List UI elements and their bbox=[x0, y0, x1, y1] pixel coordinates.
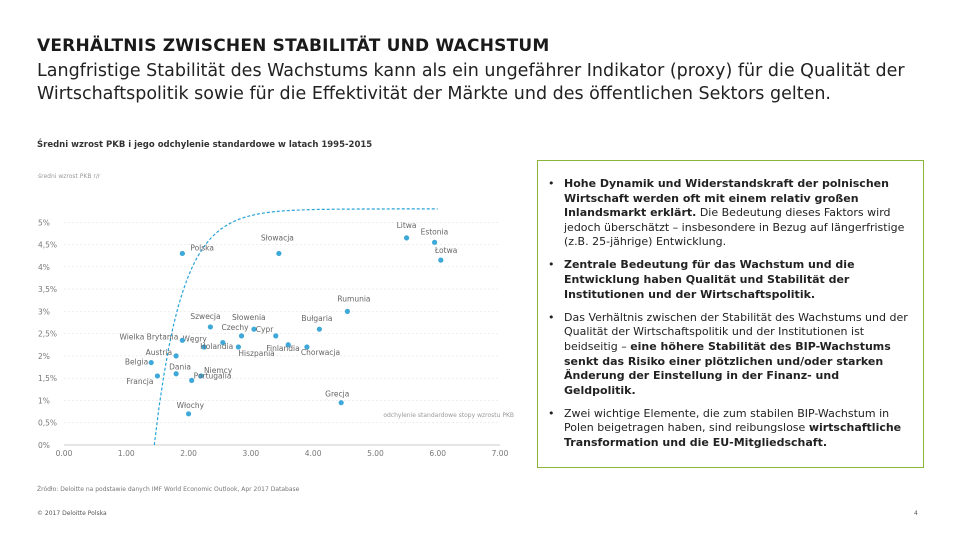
data-point bbox=[185, 411, 192, 417]
data-point bbox=[148, 359, 154, 366]
x-tick-label: 2.00 bbox=[180, 449, 197, 458]
copyright: © 2017 Deloitte Polska bbox=[37, 510, 107, 517]
key-point-emphasis: eine höhere Stabilität des BIP-Wachstums… bbox=[564, 339, 891, 397]
point-label: Finlandia bbox=[266, 344, 299, 353]
y-tick-label: 1,5% bbox=[38, 374, 57, 383]
point-label: Chorwacja bbox=[301, 348, 340, 357]
y-tick-label: 2% bbox=[38, 352, 50, 361]
x-tick-label: 1.00 bbox=[118, 449, 135, 458]
data-point bbox=[316, 326, 322, 332]
data-point bbox=[179, 250, 185, 257]
key-point-text: Die Bedeutung dieses Faktors wird jedoch… bbox=[564, 206, 905, 249]
scatter-chart: 0% 0,5% 1% 1,5% 2% 2,5% 3% 3,5% 4% 4,5% 5% 0.00 1.00… bbox=[38, 173, 514, 458]
data-point bbox=[438, 257, 444, 263]
slide-title: VERHÄLTNIS ZWISCHEN STABILITÄT UND WACHS… bbox=[37, 36, 550, 56]
point-label: Słowacja bbox=[261, 233, 294, 242]
point-label: Cypr bbox=[256, 325, 274, 334]
point-label: Hiszpania bbox=[238, 349, 274, 358]
point-label: Holandia bbox=[200, 342, 233, 351]
key-point-text: Zwei wichtige Elemente, die zum stabilen… bbox=[564, 406, 890, 435]
y-tick-label: 0% bbox=[38, 441, 50, 450]
point-label: Wielka Brytania bbox=[119, 332, 178, 341]
data-point bbox=[220, 339, 226, 346]
point-label: Niemcy bbox=[204, 366, 233, 375]
y-tick-label: 3,5% bbox=[38, 285, 57, 294]
point-label: Grecja bbox=[325, 390, 349, 399]
data-point bbox=[179, 337, 185, 343]
y-axis-label: średni wzrost PKB r/r bbox=[38, 173, 101, 180]
y-tick-label: 4,5% bbox=[38, 241, 57, 250]
data-point bbox=[235, 344, 241, 350]
key-point-text: Das Verhältnis zwischen der Stabilität d… bbox=[564, 310, 908, 353]
data-point bbox=[189, 377, 195, 384]
trend-curve bbox=[153, 208, 438, 446]
x-tick-label: 5.00 bbox=[367, 449, 384, 458]
point-label: Węgry bbox=[183, 335, 208, 344]
data-point bbox=[304, 344, 310, 350]
point-label: Belgia bbox=[125, 358, 148, 367]
data-point bbox=[273, 333, 279, 339]
y-tick-label: 0,5% bbox=[38, 419, 57, 428]
data-point bbox=[198, 373, 204, 379]
x-axis-label: odchylenie standardowe stopy wzrostu PKB bbox=[383, 412, 514, 419]
data-point bbox=[276, 250, 282, 257]
data-point bbox=[251, 326, 257, 332]
point-label: Francja bbox=[126, 377, 153, 386]
key-point-emphasis: Zentrale Bedeutung für das Wachstum und … bbox=[564, 258, 855, 301]
page-number: 4 bbox=[914, 510, 918, 517]
point-label: Portugalia bbox=[194, 371, 232, 380]
data-point bbox=[238, 333, 245, 339]
x-tick-label: 0.00 bbox=[56, 449, 73, 458]
key-point-emphasis: wirtschaftliche Transformation und die E… bbox=[564, 421, 902, 449]
data-point bbox=[344, 308, 350, 314]
key-points-box: • Hohe Dynamik und Widerstandskraft der p… bbox=[537, 160, 924, 468]
data-point bbox=[154, 373, 161, 379]
key-point: • Hohe Dynamik und Widerstandskraft der p… bbox=[548, 177, 913, 250]
point-label: Litwa bbox=[397, 221, 417, 230]
y-tick-label: 3% bbox=[38, 307, 50, 316]
data-point bbox=[173, 371, 179, 377]
point-label: Dania bbox=[169, 363, 191, 372]
point-label: Polska bbox=[190, 243, 214, 252]
bullet-dot: • bbox=[548, 177, 555, 190]
point-label: Rumunia bbox=[337, 294, 370, 303]
slide-intro: Langfristige Stabilität des Wachstums ka… bbox=[37, 61, 905, 104]
key-point: • Zentrale Bedeutung für das Wachstum und… bbox=[548, 258, 913, 302]
data-point bbox=[403, 235, 410, 241]
key-point-emphasis: Hohe Dynamik und Widerstandskraft der po… bbox=[564, 177, 889, 220]
y-tick-label: 5% bbox=[38, 218, 50, 227]
point-label: Austria bbox=[146, 348, 173, 357]
point-label: Włochy bbox=[177, 401, 205, 410]
y-tick-label: 2,5% bbox=[38, 330, 57, 339]
data-point bbox=[285, 342, 291, 348]
point-label: Łotwa bbox=[434, 246, 457, 255]
key-points-list: • Hohe Dynamik und Widerstandskraft der p… bbox=[548, 177, 913, 451]
bullet-dot: • bbox=[548, 406, 555, 420]
chart-source: Źródło: Deloitte na podstawie danych IMF… bbox=[37, 486, 300, 493]
bullet-dot: • bbox=[548, 310, 555, 324]
data-point bbox=[173, 353, 179, 359]
key-point: • Zwei wichtige Elemente, die zum stabile… bbox=[548, 407, 913, 451]
point-label: Estonia bbox=[421, 227, 449, 236]
point-label: Szwecja bbox=[190, 312, 220, 321]
x-tick-label: 7.00 bbox=[492, 449, 509, 458]
data-point bbox=[432, 239, 438, 245]
bullet-dot: • bbox=[548, 258, 555, 272]
y-tick-label: 1% bbox=[38, 396, 50, 405]
y-tick-label: 4% bbox=[38, 263, 50, 272]
point-label: Czechy bbox=[222, 323, 250, 332]
x-tick-label: 4.00 bbox=[305, 449, 322, 458]
data-point bbox=[207, 324, 213, 330]
key-point: • Das Verhältnis zwischen der Stabilität … bbox=[548, 311, 913, 399]
point-label: Słowenia bbox=[232, 313, 266, 322]
x-tick-label: 3.00 bbox=[243, 449, 260, 458]
data-point bbox=[338, 400, 344, 406]
data-point bbox=[201, 344, 207, 350]
point-label: Bułgaria bbox=[301, 314, 332, 323]
x-tick-label: 6.00 bbox=[429, 449, 446, 458]
chart-title: Średni wzrost PKB i jego odchylenie stan… bbox=[37, 140, 373, 150]
